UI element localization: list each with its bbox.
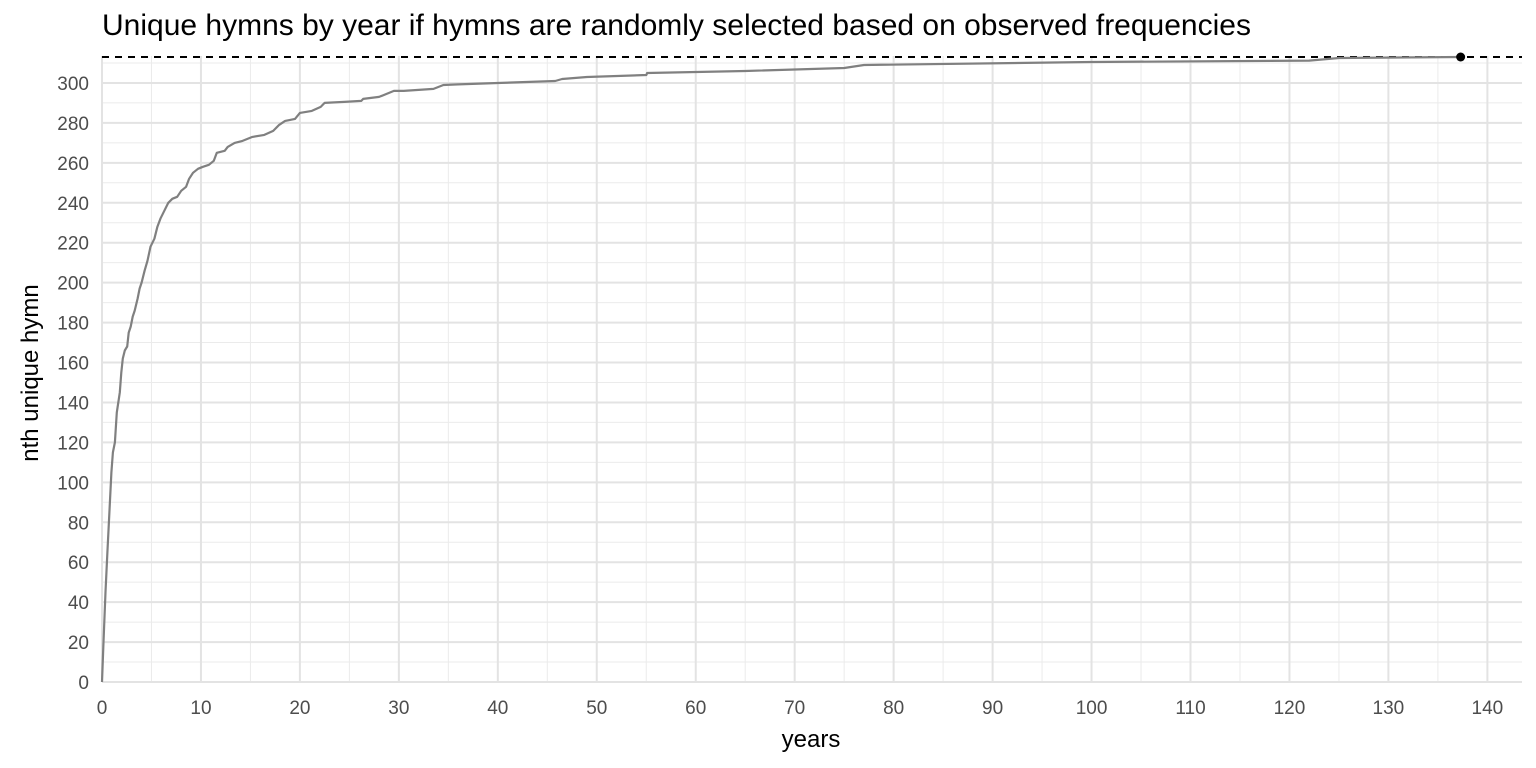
y-tick-label: 20 <box>68 633 89 654</box>
y-axis-label: nth unique hymn <box>17 284 44 461</box>
x-axis-ticks: 0 10 20 30 40 50 60 70 80 90 100 110 120 130 140 <box>97 698 1504 719</box>
x-tick-label: 30 <box>388 698 409 719</box>
x-tick-label: 10 <box>190 698 211 719</box>
y-tick-label: 220 <box>57 234 89 255</box>
y-tick-label: 100 <box>57 473 89 494</box>
x-tick-label: 40 <box>487 698 508 719</box>
x-tick-label: 0 <box>97 698 108 719</box>
x-axis-label: years <box>782 726 841 753</box>
y-tick-label: 300 <box>57 74 89 95</box>
y-tick-label: 240 <box>57 194 89 215</box>
y-tick-label: 80 <box>68 513 89 534</box>
y-tick-label: 120 <box>57 433 89 454</box>
y-tick-label: 260 <box>57 154 89 175</box>
y-tick-label: 40 <box>68 593 89 614</box>
series-layer <box>100 52 1466 683</box>
y-tick-label: 160 <box>57 354 89 375</box>
x-tick-label: 120 <box>1274 698 1306 719</box>
end-point-marker <box>1456 52 1466 62</box>
x-tick-label: 130 <box>1373 698 1405 719</box>
x-tick-label: 110 <box>1175 698 1205 719</box>
x-tick-label: 90 <box>982 698 1003 719</box>
x-tick-label: 80 <box>883 698 904 719</box>
x-tick-label: 50 <box>586 698 607 719</box>
x-tick-label: 100 <box>1076 698 1108 719</box>
chart-title: Unique hymns by year if hymns are random… <box>102 9 1251 42</box>
x-tick-label: 20 <box>289 698 310 719</box>
major-gridlines <box>101 56 1522 683</box>
y-tick-label: 60 <box>68 553 89 574</box>
y-tick-label: 280 <box>57 114 89 135</box>
minor-gridlines <box>102 56 1522 682</box>
x-tick-label: 60 <box>685 698 706 719</box>
x-tick-label: 70 <box>784 698 805 719</box>
series-line <box>100 55 1461 683</box>
y-axis-ticks: 0 20 40 60 80 100 120 140 160 180 200 220 240 260 280 3… <box>57 74 89 694</box>
y-tick-label: 200 <box>57 274 89 295</box>
y-tick-label: 140 <box>57 393 89 414</box>
y-tick-label: 0 <box>78 673 89 694</box>
x-tick-label: 140 <box>1472 698 1504 719</box>
y-tick-label: 180 <box>57 314 89 335</box>
